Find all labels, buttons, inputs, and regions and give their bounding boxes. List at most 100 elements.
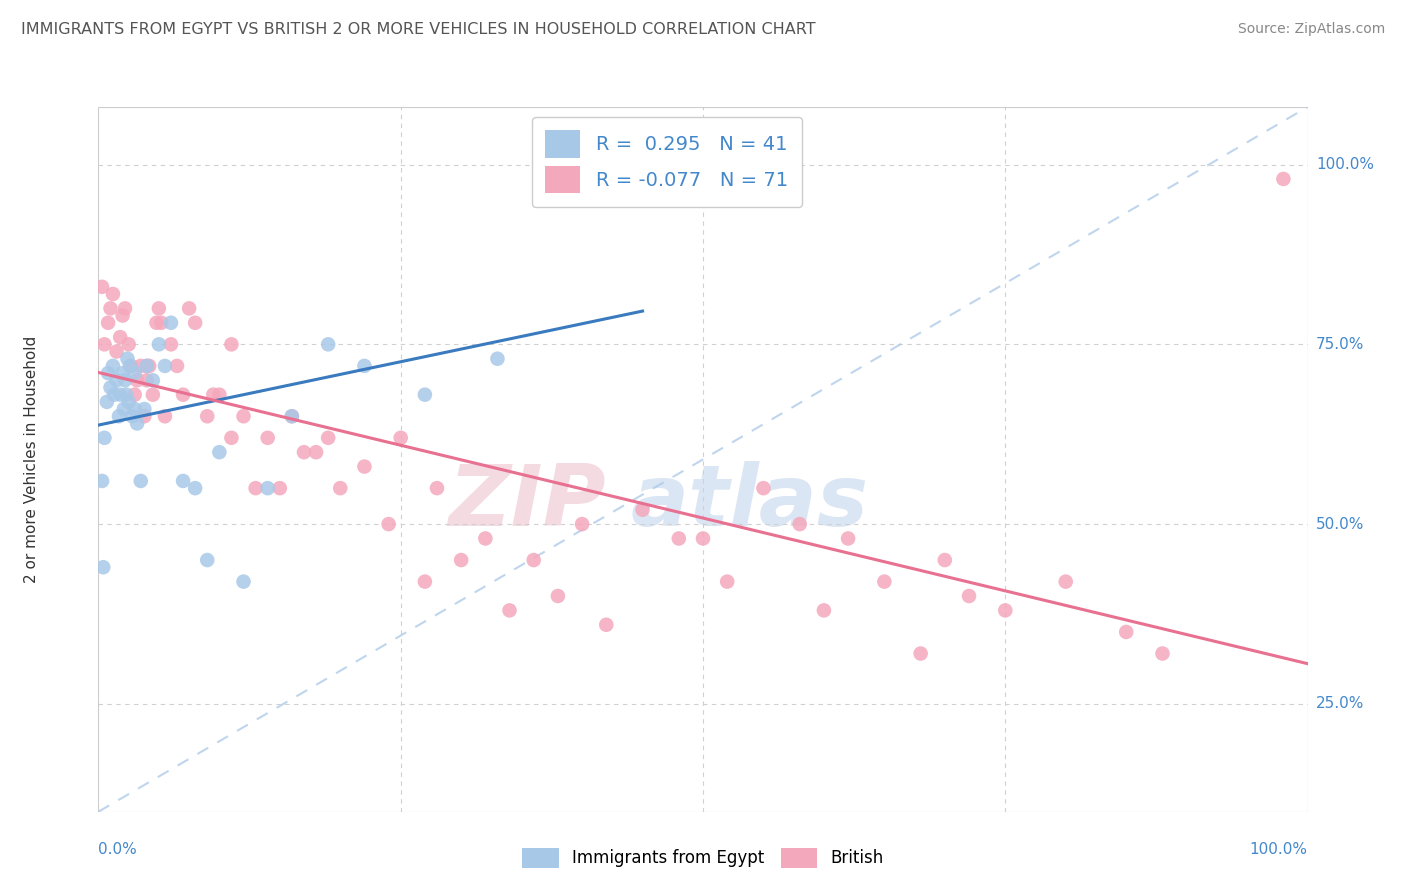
Point [108,330,131,344]
Point [813,603,835,617]
Point [910,647,932,661]
Point [571,517,593,532]
Point [160,316,183,330]
Point [668,532,690,546]
Point [160,337,183,351]
Point [1152,647,1174,661]
Point [269,481,291,495]
Point [91,474,114,488]
Point [256,481,278,495]
Point [148,301,170,316]
Point [353,459,375,474]
Point [1115,624,1137,639]
Point [256,431,278,445]
Point [129,359,152,373]
Point [789,517,811,532]
Point [118,359,141,373]
Point [114,373,136,387]
Point [91,560,114,574]
Point [96,395,118,409]
Point [692,532,714,546]
Point [329,481,352,495]
Point [124,366,146,380]
Point [129,474,152,488]
Point [135,359,157,373]
Point [91,280,114,294]
Point [631,502,654,516]
Point [195,409,218,424]
Point [150,316,173,330]
Point [353,359,375,373]
Point [292,445,315,459]
Point [595,617,617,632]
Point [138,359,160,373]
Point [389,431,412,445]
Point [118,337,141,351]
Point [1054,574,1077,589]
Point [426,481,449,495]
Point [547,589,569,603]
Point [172,474,194,488]
Text: atlas: atlas [630,461,869,544]
Point [153,359,176,373]
Point [112,402,135,417]
Point [105,373,128,387]
Point [101,287,124,301]
Point [93,431,115,445]
Point [184,481,207,495]
Point [195,553,218,567]
Point [994,603,1017,617]
Point [114,301,136,316]
Point [111,366,134,380]
Point [450,553,472,567]
Point [97,316,120,330]
Legend: R =  0.295   N = 41, R = -0.077   N = 71: R = 0.295 N = 41, R = -0.077 N = 71 [531,117,801,207]
Point [134,409,156,424]
Point [221,337,243,351]
Point [100,380,122,394]
Point [221,431,243,445]
Text: Source: ZipAtlas.com: Source: ZipAtlas.com [1237,22,1385,37]
Point [752,481,775,495]
Point [413,574,436,589]
Point [108,387,131,401]
Point [118,395,141,409]
Text: 50.0%: 50.0% [1316,516,1364,532]
Point [135,359,157,373]
Point [232,409,254,424]
Point [120,359,142,373]
Text: ZIP: ZIP [449,461,606,544]
Point [208,387,231,401]
Point [127,417,149,431]
Point [873,574,896,589]
Point [281,409,304,424]
Text: 75.0%: 75.0% [1316,337,1364,351]
Point [153,409,176,424]
Point [105,344,128,359]
Point [184,316,207,330]
Point [121,409,143,424]
Point [474,532,496,546]
Point [316,337,339,351]
Point [166,359,188,373]
Point [172,387,194,401]
Point [108,409,131,424]
Point [377,517,399,532]
Point [142,373,165,387]
Legend: Immigrants from Egypt, British: Immigrants from Egypt, British [515,841,891,875]
Point [281,409,304,424]
Point [97,366,120,380]
Point [179,301,201,316]
Point [305,445,328,459]
Point [100,301,122,316]
Point [124,402,146,417]
Point [127,373,149,387]
Point [134,402,156,417]
Point [245,481,267,495]
Point [631,172,654,186]
Point [93,337,115,351]
Point [208,445,231,459]
Text: 2 or more Vehicles in Household: 2 or more Vehicles in Household [24,335,39,583]
Point [498,603,520,617]
Point [413,387,436,401]
